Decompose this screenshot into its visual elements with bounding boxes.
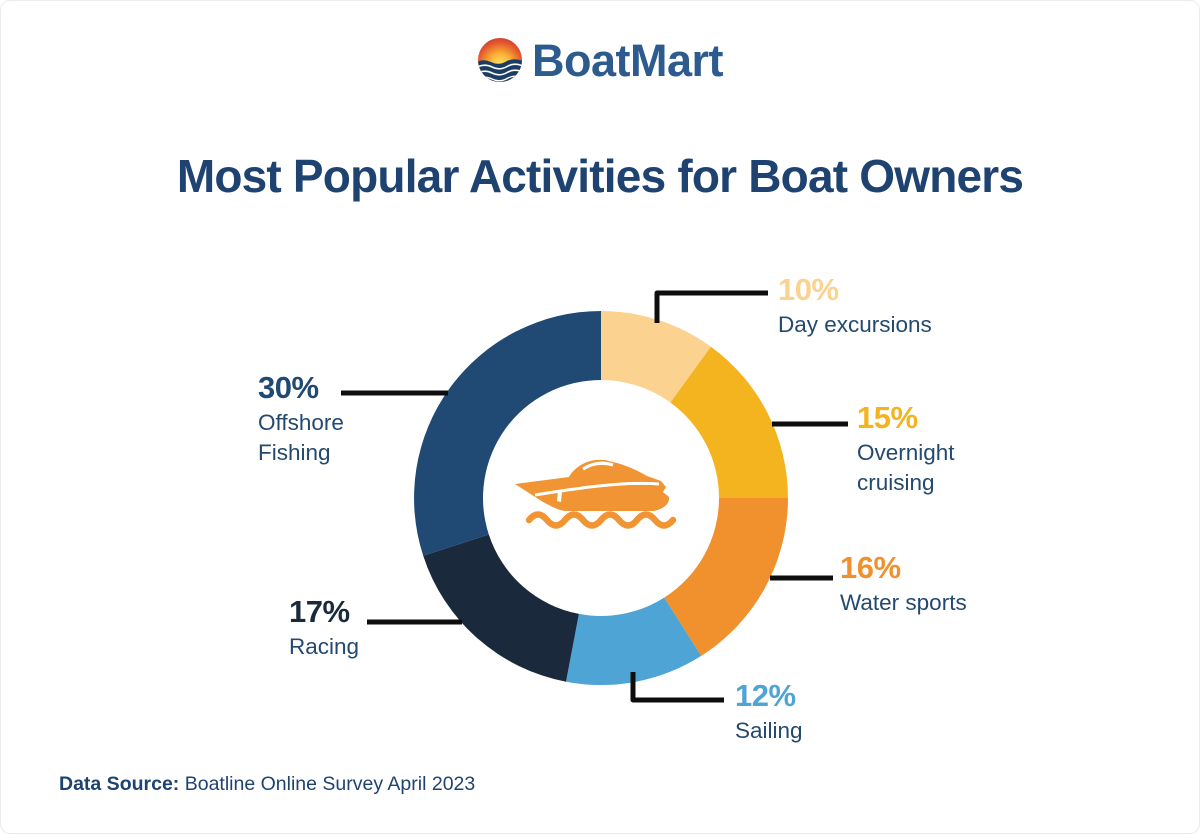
callout-racing: 17% Racing (289, 594, 409, 662)
donut-segment-offshore-fishing (414, 311, 601, 556)
segment-label: Racing (289, 634, 360, 660)
callout-offshore-fishing: 30% Offshore Fishing (258, 370, 368, 467)
callout-day-excursions: 10% Day excursions (778, 272, 958, 340)
leader-lines (341, 290, 848, 703)
segment-label: Day excursions (778, 312, 932, 338)
callout-overnight-cruising: 15% Overnight cruising (857, 400, 982, 497)
callout-water-sports: 16% Water sports (840, 550, 1010, 618)
brand-name: BoatMart (531, 34, 724, 86)
segment-label: Sailing (735, 718, 803, 744)
page-title: Most Popular Activities for Boat Owners (176, 150, 1024, 202)
percent-value: 15% (857, 400, 918, 435)
percent-value: 10% (778, 272, 839, 307)
leader-sailing (630, 672, 724, 703)
percent-value: 30% (258, 370, 319, 405)
data-source: Data Source: Boatline Online Survey Apri… (59, 773, 475, 796)
donut-segments (414, 311, 788, 686)
donut-segment-racing (423, 534, 579, 682)
callout-sailing: 12% Sailing (735, 678, 855, 746)
percent-value: 12% (735, 678, 796, 713)
donut-segment-day-excursions (601, 311, 711, 403)
data-source-text: Boatline Online Survey April 2023 (179, 773, 476, 795)
segment-label: Offshore Fishing (258, 410, 344, 465)
segment-label: Overnight cruising (857, 440, 955, 495)
percent-value: 17% (289, 594, 350, 629)
donut-segment-overnight-cruising (670, 346, 788, 498)
motor-yacht-icon (515, 459, 677, 529)
donut-segment-water-sports (664, 498, 788, 656)
segment-label: Water sports (840, 590, 967, 616)
percent-value: 16% (840, 550, 901, 585)
sun-over-waves-icon (477, 38, 522, 82)
leader-day-excursions (654, 290, 768, 323)
data-source-label: Data Source: (59, 773, 180, 795)
donut-segment-sailing (566, 597, 702, 686)
brand-logo: BoatMart (1, 37, 1199, 83)
